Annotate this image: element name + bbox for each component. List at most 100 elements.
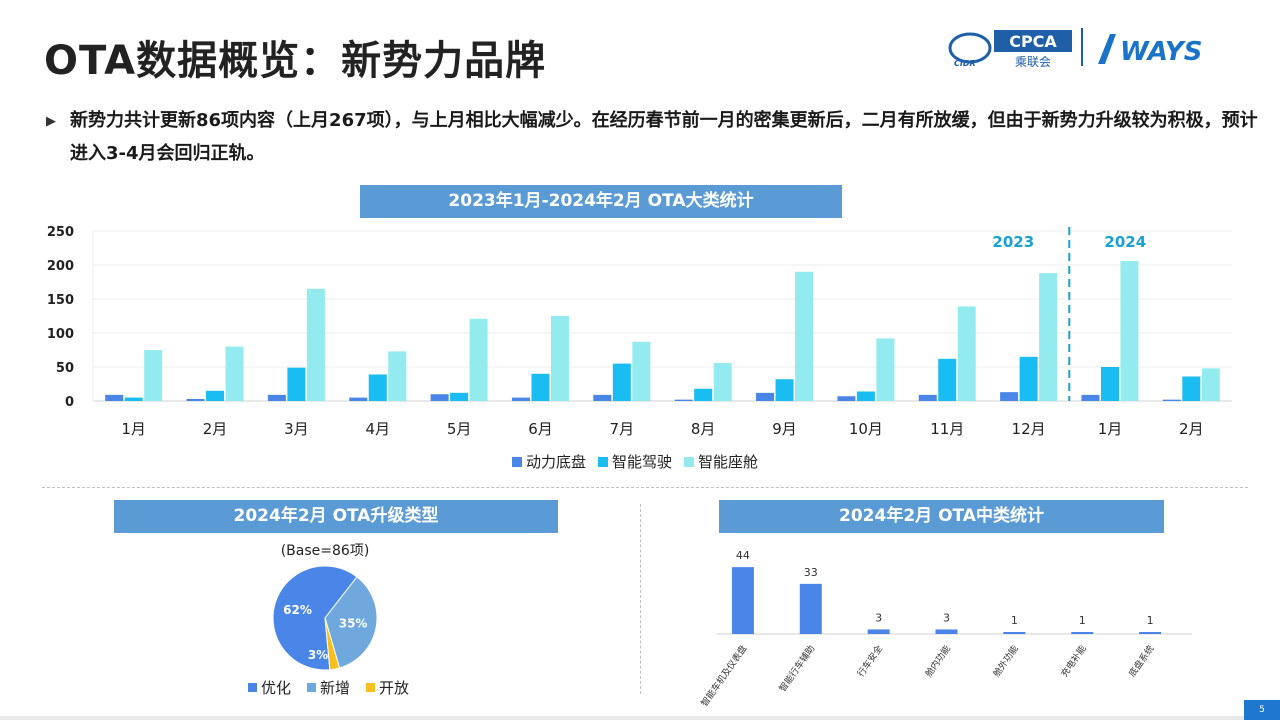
bar-智能座舱 xyxy=(713,362,732,401)
pie-chart-title: 2024年2月 OTA升级类型 xyxy=(114,500,558,533)
x-tick-label: 4月 xyxy=(365,420,390,438)
mid-data-label: 3 xyxy=(875,611,882,624)
page-number: 5 xyxy=(1244,700,1280,720)
x-tick-label: 6月 xyxy=(528,420,553,438)
mid-data-label: 1 xyxy=(1011,614,1018,627)
pie-value-label: 62% xyxy=(283,603,312,617)
cpca-logo-sub: 乘联会 xyxy=(1015,55,1051,69)
ways-logo-icon xyxy=(1098,34,1116,64)
bar-智能驾驶 xyxy=(856,391,875,401)
mid-bar xyxy=(731,567,754,634)
mid-data-label: 1 xyxy=(1147,614,1154,627)
y-tick-label: 100 xyxy=(47,327,74,342)
brand-logos: CIDR CPCA 乘联会 WAYS xyxy=(948,28,1202,69)
bar-智能驾驶 xyxy=(775,379,794,401)
x-tick-label: 7月 xyxy=(610,420,635,438)
mid-x-tick-label: 舱内功能 xyxy=(922,643,952,679)
bar-动力底盘 xyxy=(593,394,612,401)
page-title: OTA数据概览：新势力品牌 xyxy=(44,38,547,84)
pie-slice-开放 xyxy=(324,617,341,671)
x-tick-label: 2月 xyxy=(1179,420,1204,438)
bar-智能座舱 xyxy=(632,341,651,401)
mid-x-tick-label: 底盘系统 xyxy=(1126,643,1156,679)
bar-智能座舱 xyxy=(1201,368,1220,401)
x-tick-label: 1月 xyxy=(1098,420,1123,438)
y-tick-label: 200 xyxy=(47,259,74,274)
bar-智能驾驶 xyxy=(287,367,306,401)
pie-legend-swatch xyxy=(248,683,257,692)
x-tick-label: 1月 xyxy=(121,420,146,438)
pie-value-label: 35% xyxy=(339,616,368,630)
bar-智能座舱 xyxy=(1039,273,1058,401)
bar-智能驾驶 xyxy=(612,363,631,401)
bar-智能座舱 xyxy=(876,338,895,401)
bar-动力底盘 xyxy=(430,394,449,401)
footer-line xyxy=(0,716,1244,720)
bar-智能座舱 xyxy=(388,351,407,401)
mid-bar xyxy=(867,629,890,634)
mid-data-label: 1 xyxy=(1079,614,1086,627)
bar-智能驾驶 xyxy=(368,374,387,401)
mid-bar xyxy=(1071,632,1094,634)
bar-动力底盘 xyxy=(1081,394,1100,401)
ways-logo-text: WAYS xyxy=(1120,37,1202,67)
pie-legend-swatch xyxy=(366,683,375,692)
y-tick-label: 50 xyxy=(56,361,74,376)
bar-智能驾驶 xyxy=(124,397,143,401)
horizontal-divider xyxy=(42,487,1248,488)
legend-swatch xyxy=(598,457,608,467)
bar-智能座舱 xyxy=(957,306,976,401)
mid-x-tick-label: 智能行车辅助 xyxy=(776,643,817,694)
y-tick-label: 0 xyxy=(65,395,74,410)
mid-bar xyxy=(1139,632,1162,634)
mid-bar xyxy=(935,629,958,634)
y-tick-label: 150 xyxy=(47,293,74,308)
bar-智能驾驶 xyxy=(1100,367,1119,401)
y-tick-label: 250 xyxy=(47,225,74,240)
cpca-logo-box xyxy=(994,30,1072,52)
cidr-logo-text: CIDR xyxy=(954,59,976,68)
bar-智能驾驶 xyxy=(206,390,225,401)
bar-动力底盘 xyxy=(186,398,205,401)
x-tick-label: 8月 xyxy=(691,420,716,438)
bar-动力底盘 xyxy=(918,394,937,401)
x-tick-label: 2月 xyxy=(203,420,228,438)
x-tick-label: 11月 xyxy=(930,420,964,438)
bar-动力底盘 xyxy=(1162,399,1181,401)
year-label-2024: 2024 xyxy=(1104,233,1146,251)
pie-legend-label: 开放 xyxy=(379,679,409,697)
bar-动力底盘 xyxy=(1000,392,1019,401)
bar-动力底盘 xyxy=(511,397,530,401)
pie-legend-label: 优化 xyxy=(261,679,291,697)
bar-智能座舱 xyxy=(144,350,163,401)
mid-data-label: 33 xyxy=(804,566,818,579)
mid-bar xyxy=(1003,632,1026,634)
mid-data-label: 3 xyxy=(943,611,950,624)
pie-subtitle: (Base=86项) xyxy=(281,543,370,559)
year-label-2023: 2023 xyxy=(992,233,1034,251)
mid-bar xyxy=(799,583,822,634)
main-chart-title: 2023年1月-2024年2月 OTA大类统计 xyxy=(360,185,842,218)
bar-智能座舱 xyxy=(795,271,814,401)
bar-智能座舱 xyxy=(306,288,325,401)
bar-动力底盘 xyxy=(105,394,124,401)
bar-智能座舱 xyxy=(225,346,244,401)
legend-label: 动力底盘 xyxy=(526,453,586,471)
mid-data-label: 44 xyxy=(736,549,750,562)
summary-text: 新势力共计更新86项内容（上月267项），与上月相比大幅减少。在经历春节前一月的… xyxy=(70,110,1258,164)
bullet-arrow-icon: ▶ xyxy=(46,114,56,129)
x-tick-label: 3月 xyxy=(284,420,309,438)
pie-legend-swatch xyxy=(307,683,316,692)
pie-slice-新增 xyxy=(324,576,378,669)
legend-label: 智能座舱 xyxy=(698,453,758,471)
bar-智能座舱 xyxy=(1120,260,1139,401)
bar-动力底盘 xyxy=(756,392,775,401)
pie-value-label: 3% xyxy=(308,648,328,662)
x-tick-label: 10月 xyxy=(849,420,883,438)
bar-动力底盘 xyxy=(349,397,368,401)
vertical-divider xyxy=(640,504,641,694)
bar-智能座舱 xyxy=(469,318,488,401)
mid-x-tick-label: 充电补能 xyxy=(1058,643,1088,679)
